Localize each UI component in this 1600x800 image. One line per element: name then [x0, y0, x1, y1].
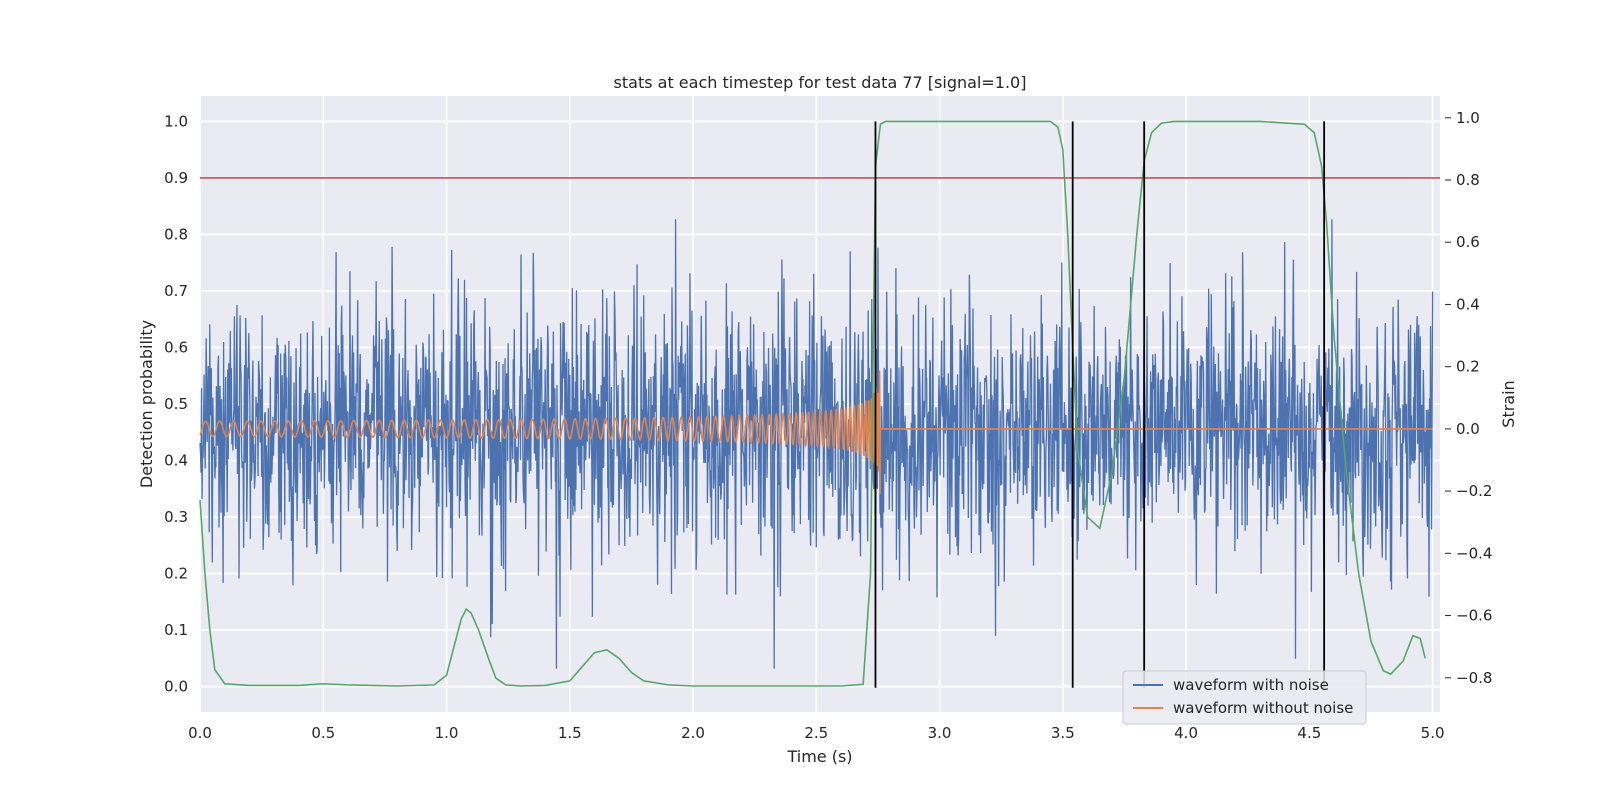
y-axis-left-label: Detection probability [137, 320, 156, 488]
x-tick-label: 3.5 [1051, 724, 1075, 742]
y-axis-left-ticks: 0.0 0.1 0.2 0.3 0.4 0.5 0.6 0.7 0.8 0.9 1.0 [164, 112, 188, 695]
detection-probability-line [199, 120, 1426, 687]
y-left-tick-label: 0.7 [164, 282, 188, 300]
x-tick-label: 4.0 [1174, 724, 1198, 742]
legend-label-noisy: waveform with noise [1173, 676, 1329, 694]
y-right-tick-label: 0.8 [1456, 171, 1480, 189]
y-left-tick-label: 0.5 [164, 395, 188, 413]
y-left-tick-label: 0.2 [164, 565, 188, 583]
y-left-tick-label: 0.0 [164, 678, 188, 696]
detection-probability-series [199, 120, 1426, 687]
y-axis-right-ticks: −0.8 −0.6 −0.4 −0.2 0.0 0.2 0.4 0.6 0.8 1.0 [1445, 109, 1492, 687]
x-tick-label: 0.5 [311, 724, 335, 742]
y-left-tick-label: 0.8 [164, 225, 188, 243]
y-left-tick-label: 0.6 [164, 338, 188, 356]
x-tick-label: 3.0 [928, 724, 952, 742]
y-right-tick-label: 0.0 [1456, 420, 1480, 438]
y-left-tick-label: 0.3 [164, 508, 188, 526]
waveform-without-noise-line [199, 370, 1433, 494]
legend-box [1122, 670, 1367, 725]
chart-title: stats at each timestep for test data 77 … [614, 73, 1027, 92]
waveform-with-noise-line [199, 219, 1434, 669]
x-tick-label: 1.5 [558, 724, 582, 742]
y-right-tick-label: 0.4 [1456, 295, 1480, 313]
x-axis-label: Time (s) [786, 747, 852, 766]
detection-markers [874, 121, 1326, 688]
y-left-tick-label: 0.1 [164, 621, 188, 639]
y-axis-right-label: Strain [1499, 380, 1518, 427]
x-tick-label: 1.0 [435, 724, 459, 742]
y-right-tick-label: 0.6 [1456, 233, 1480, 251]
x-tick-label: 4.5 [1297, 724, 1321, 742]
y-left-tick-label: 0.9 [164, 169, 188, 187]
x-tick-label: 2.5 [804, 724, 828, 742]
x-tick-label: 2.0 [681, 724, 705, 742]
y-right-tick-label: −0.8 [1456, 669, 1492, 687]
y-right-tick-label: 1.0 [1456, 109, 1480, 127]
y-right-tick-label: −0.4 [1456, 544, 1492, 562]
y-right-tick-label: 0.2 [1456, 358, 1480, 376]
y-left-tick-label: 0.4 [164, 452, 188, 470]
y-right-tick-label: −0.6 [1456, 607, 1492, 625]
y-right-tick-label: −0.2 [1456, 482, 1492, 500]
legend: waveform with noise waveform without noi… [1122, 670, 1367, 725]
waveform-without-noise-series [199, 370, 1433, 494]
x-axis-ticks: 0.0 0.5 1.0 1.5 2.0 2.5 3.0 3.5 4.0 4.5 5.0 [188, 724, 1444, 742]
x-tick-label: 5.0 [1421, 724, 1445, 742]
waveform-with-noise-series [199, 219, 1434, 669]
legend-label-clean: waveform without noise [1173, 699, 1353, 717]
y-left-tick-label: 1.0 [164, 112, 188, 130]
x-tick-label: 0.0 [188, 724, 212, 742]
